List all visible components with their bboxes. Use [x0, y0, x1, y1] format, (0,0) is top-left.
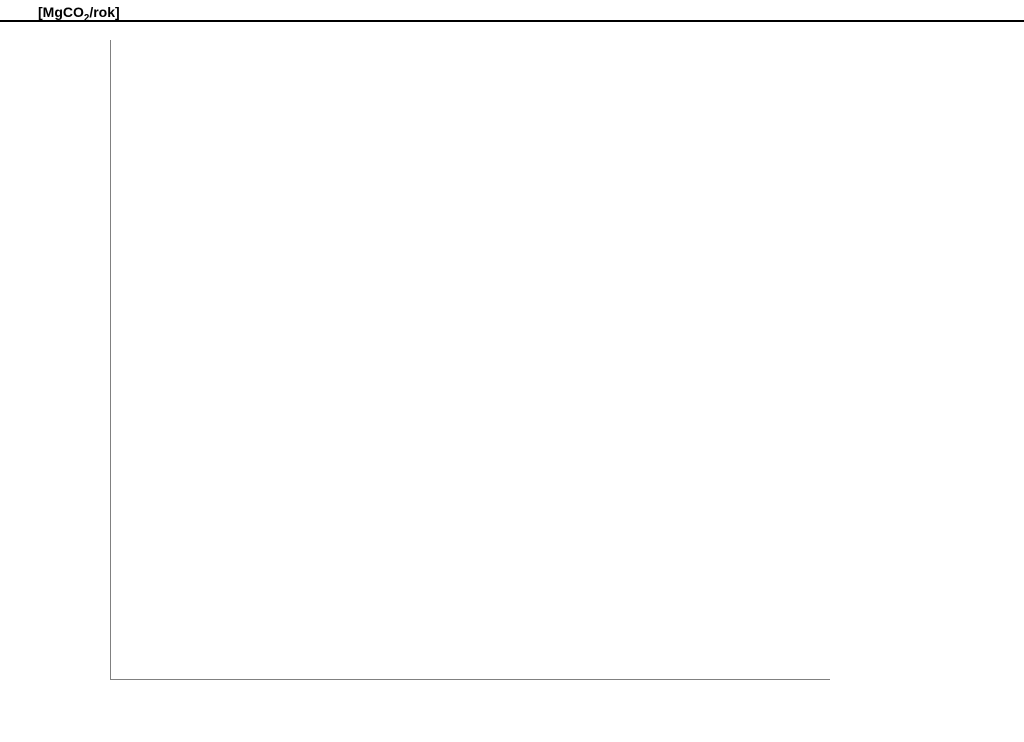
plot-area	[110, 40, 830, 680]
y-axis-title: [MgCO2/rok]	[38, 4, 120, 24]
top-border	[0, 20, 1024, 22]
y-axis-title-text: [MgCO2/rok]	[38, 4, 120, 20]
chart-container: [MgCO2/rok]	[0, 0, 1024, 742]
